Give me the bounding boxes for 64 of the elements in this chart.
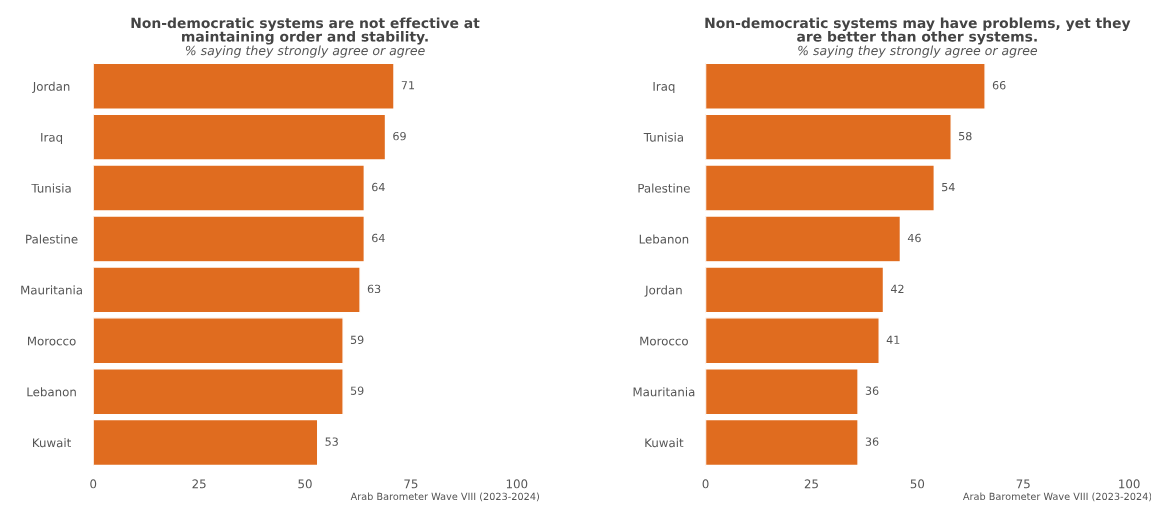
y-tick-label: Tunisia — [31, 183, 71, 193]
chart-subtitle: % saying they strongly agree or agree — [798, 45, 1038, 58]
data-label: 41 — [886, 335, 900, 344]
y-tick-label: Jordan — [644, 285, 682, 297]
y-tick-label: Jordan — [32, 81, 70, 94]
y-tick-label: Kuwait — [645, 438, 684, 448]
data-label: 36 — [865, 437, 879, 446]
x-tick-label: 0 — [702, 479, 709, 489]
x-tick-label: 75 — [404, 479, 418, 489]
bar — [93, 317, 344, 365]
x-tick-label: 50 — [910, 479, 925, 489]
chart-subtitle: % saying they strongly agree or agree — [185, 45, 425, 58]
bar — [93, 113, 387, 161]
y-tick-label: Iraq — [653, 82, 675, 94]
data-label: 63 — [367, 284, 381, 294]
bar — [705, 113, 952, 161]
data-label: 54 — [942, 182, 955, 192]
y-tick-label: Tunisia — [643, 132, 683, 142]
data-label: 71 — [401, 81, 415, 90]
bar — [93, 418, 319, 467]
y-tick-label: Palestine — [26, 234, 78, 244]
x-tick-label: 25 — [804, 479, 818, 489]
bar — [705, 368, 859, 416]
bar — [705, 62, 986, 110]
data-label: 59 — [350, 335, 364, 344]
data-label: 64 — [372, 182, 385, 192]
bar — [93, 215, 366, 263]
data-label: 53 — [325, 437, 338, 446]
y-tick-label: Palestine — [638, 183, 690, 193]
data-label: 69 — [393, 131, 406, 141]
bar — [93, 62, 395, 110]
x-tick-label: 75 — [1016, 479, 1030, 489]
data-label: 64 — [372, 233, 385, 243]
data-label: 58 — [959, 131, 972, 141]
chart-title: Non-democratic systems may have problems, yet they are better than other systems. — [705, 17, 1131, 45]
data-label: 46 — [907, 233, 921, 243]
text: Arab Barometer Wave VIII (2023-2024) — [350, 492, 539, 502]
data-label: 42 — [890, 284, 904, 293]
y-tick-label: Iraq — [41, 132, 63, 145]
bar — [93, 368, 344, 416]
bar — [705, 418, 859, 467]
bar — [705, 215, 902, 263]
x-tick-label: 25 — [192, 479, 206, 489]
text: Arab Barometer Wave VIII (2023-2024) — [962, 492, 1151, 502]
bar — [93, 164, 366, 212]
y-tick-label: Mauritania — [633, 387, 695, 397]
bar — [705, 164, 935, 212]
x-tick-label: 100 — [506, 479, 528, 489]
y-tick-label: Kuwait — [33, 438, 71, 448]
y-tick-label: Lebanon — [27, 387, 76, 397]
x-tick-label: 100 — [1119, 479, 1140, 489]
bar — [93, 266, 361, 314]
bar — [705, 266, 885, 314]
y-tick-label: Morocco — [28, 336, 76, 346]
data-label: 59 — [350, 386, 364, 395]
y-tick-label: Lebanon — [639, 234, 689, 244]
y-tick-label: Morocco — [640, 336, 688, 346]
x-tick-label: 0 — [90, 479, 97, 489]
x-tick-label: 50 — [298, 479, 312, 489]
data-label: 66 — [992, 81, 1006, 90]
chart-title: Non-democratic systems are not effective at maintaining order and stability. — [131, 17, 480, 45]
bar — [705, 317, 880, 365]
data-label: 36 — [865, 386, 879, 395]
y-tick-label: Mauritania — [21, 285, 82, 295]
